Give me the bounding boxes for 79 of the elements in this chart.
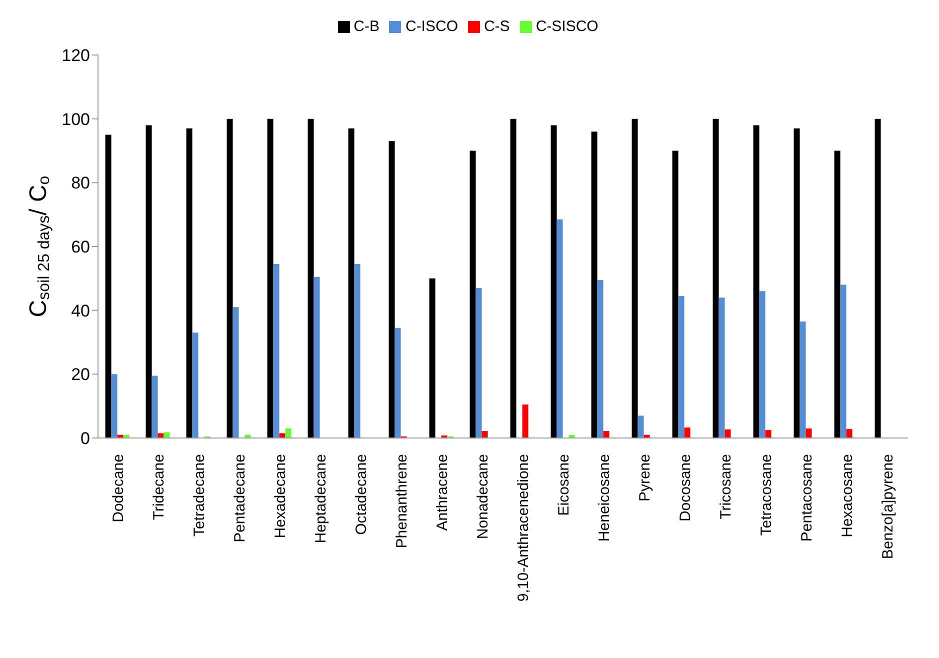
bar xyxy=(105,134,112,438)
bar xyxy=(794,128,800,438)
x-tick-label: Nonadecane xyxy=(474,454,492,540)
bar xyxy=(482,430,488,438)
y-tick-label: 100 xyxy=(62,110,90,129)
bar xyxy=(678,296,684,438)
bar xyxy=(429,278,436,438)
bar xyxy=(285,428,292,438)
bar xyxy=(846,429,852,438)
bar xyxy=(394,328,401,438)
bar xyxy=(672,150,678,438)
x-tick-label: Octadecane xyxy=(352,454,370,535)
bar xyxy=(556,219,563,438)
bar xyxy=(354,264,360,438)
y-tick-label: 80 xyxy=(71,174,90,193)
bar xyxy=(158,433,164,438)
bar xyxy=(273,264,280,438)
legend-label: C-B xyxy=(354,18,380,35)
bar xyxy=(550,125,557,438)
bar xyxy=(759,291,766,438)
y-tick-label: 0 xyxy=(80,429,90,448)
bar xyxy=(267,118,274,438)
bar xyxy=(840,284,846,438)
x-tick-label: Pentacosane xyxy=(798,454,816,542)
bar xyxy=(718,298,725,438)
x-tick-label: Phenanthrene xyxy=(393,454,410,548)
bar xyxy=(522,404,528,438)
x-tick-label: Tetracosane xyxy=(758,454,775,536)
x-tick-label: Hexacosane xyxy=(838,454,856,538)
bar xyxy=(638,416,644,438)
x-tick-label: Heneicosane xyxy=(596,454,613,542)
bar xyxy=(603,430,610,438)
y-tick-label: 20 xyxy=(71,365,90,384)
x-tick-label: Heptadecane xyxy=(312,454,330,544)
x-tick-label: Anthracene xyxy=(434,454,451,531)
bar xyxy=(226,118,233,438)
bar xyxy=(314,276,320,438)
x-tick-label: Dodecane xyxy=(110,454,127,522)
bar xyxy=(192,332,198,438)
bar xyxy=(279,433,286,438)
bar xyxy=(348,128,354,438)
x-tick-label: Eicosane xyxy=(555,454,572,516)
bar xyxy=(308,118,314,438)
x-tick-label: Pentadecane xyxy=(231,454,248,542)
x-tick-label: Pyrene xyxy=(636,454,654,502)
legend-label: C-SISCO xyxy=(536,18,598,35)
bar xyxy=(632,118,638,438)
bar xyxy=(591,132,598,438)
bar xyxy=(806,428,812,438)
y-tick-label: 40 xyxy=(71,301,90,320)
legend-label: C-ISCO xyxy=(405,18,458,35)
bar xyxy=(388,141,395,438)
bar xyxy=(476,288,482,438)
x-tick-label: Hexadecane xyxy=(272,454,289,538)
bar xyxy=(470,150,476,438)
x-tick-label: 9,10-Anthracenedione xyxy=(514,454,532,602)
legend-label: C-S xyxy=(484,18,510,35)
x-tick-label: Docosane xyxy=(676,454,694,522)
y-tick-label: 60 xyxy=(71,238,90,257)
bar xyxy=(753,125,760,438)
bar xyxy=(684,427,690,438)
bar xyxy=(874,118,881,438)
x-tick-label: Tricosane xyxy=(717,454,734,520)
bar xyxy=(724,429,731,438)
y-tick-label: 120 xyxy=(62,46,90,66)
bar xyxy=(800,322,806,438)
x-tick-label: Benzo[a]pyrene xyxy=(879,454,896,560)
bar xyxy=(510,118,516,438)
bar xyxy=(111,374,118,438)
bar xyxy=(712,118,719,438)
x-tick-label: Tridecane xyxy=(150,454,168,520)
bar xyxy=(765,430,772,438)
bar xyxy=(597,280,604,438)
bar xyxy=(152,376,158,438)
bar xyxy=(146,125,152,438)
bar xyxy=(834,150,840,438)
bar xyxy=(232,307,239,438)
bar xyxy=(186,128,192,438)
x-tick-label: Tetradecane xyxy=(190,454,208,537)
